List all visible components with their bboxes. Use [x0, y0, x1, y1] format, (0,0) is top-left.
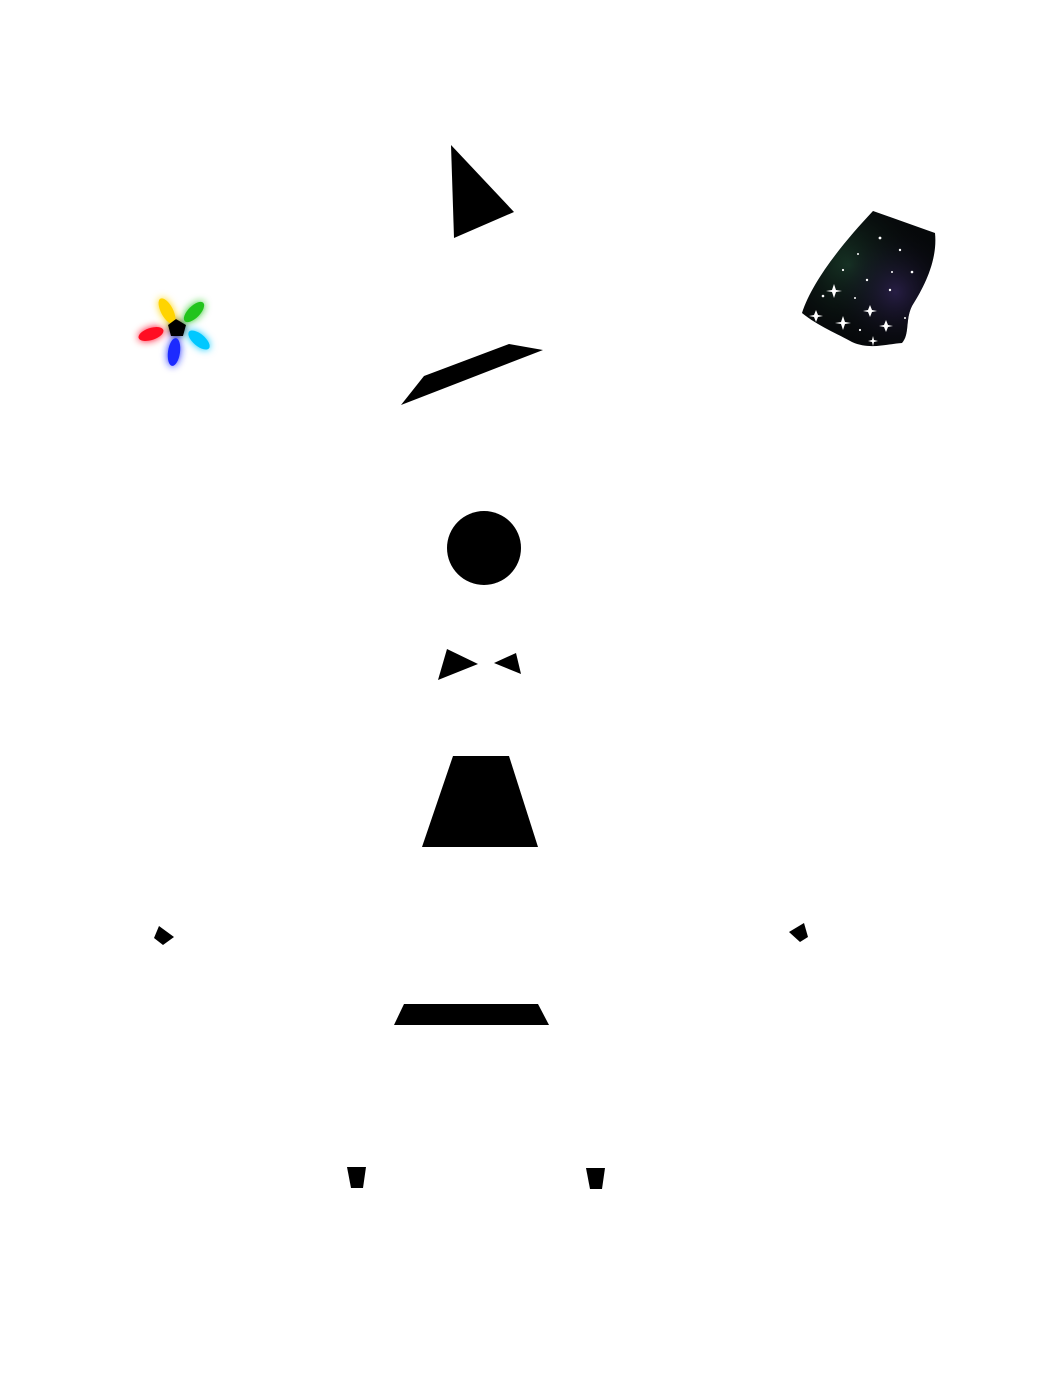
flower-petal-red — [138, 327, 164, 341]
head-circle[interactable] — [447, 511, 521, 585]
left-foot[interactable] — [347, 1167, 366, 1188]
galaxy-stars — [809, 236, 914, 346]
rainbow-flower-icon — [138, 298, 210, 366]
galaxy-nebula-purple — [802, 211, 936, 347]
belt-trapezoid[interactable] — [394, 1004, 549, 1025]
flower-center — [168, 319, 186, 336]
bow-tie-right[interactable] — [494, 653, 521, 674]
right-hand-quad[interactable] — [789, 923, 808, 942]
bow-tie-left[interactable] — [438, 649, 478, 680]
right-foot[interactable] — [586, 1168, 605, 1189]
flower-petal-yellow — [158, 298, 176, 324]
hat-brim-bar[interactable] — [401, 344, 543, 405]
hat-triangle[interactable] — [451, 145, 514, 238]
flower-petal-blue — [167, 338, 181, 366]
flower-petal-green — [183, 301, 205, 323]
flower-petal-cyan — [188, 330, 210, 350]
body-trapezoid[interactable] — [422, 756, 538, 847]
left-hand-quad[interactable] — [154, 926, 174, 945]
starry-galaxy-cloth-icon — [802, 211, 936, 347]
